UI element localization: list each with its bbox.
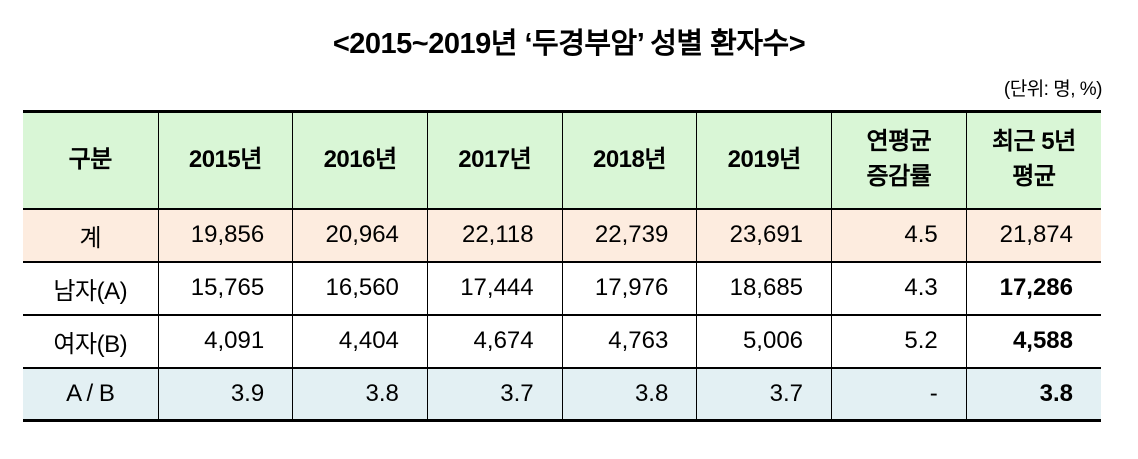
cell-ratio-2016: 3.8 — [292, 367, 428, 421]
cell-female-growth: 5.2 — [831, 314, 967, 368]
cell-female-2016: 4,404 — [292, 314, 428, 368]
cell-total-2019: 23,691 — [696, 208, 832, 262]
cell-female-2019: 5,006 — [696, 314, 832, 368]
row-label-female: 여자(B) — [53, 330, 128, 358]
row-male: 남자(A) 15,765 16,560 17,444 17,976 18,685… — [23, 261, 1101, 315]
cell-total-2017: 22,118 — [426, 208, 563, 262]
page-title: <2015~2019년 ‘두경부암’ 성별 환자수> — [332, 28, 806, 60]
row-ratio: A / B 3.9 3.8 3.7 3.8 3.7 - 3.8 — [23, 367, 1101, 421]
patients-by-gender-table: 구분 2015년 2016년 2017년 2018년 2019년 연평균 증감률… — [23, 110, 1101, 422]
cell-total-2016: 20,964 — [292, 208, 428, 262]
col-header-category: 구분 — [23, 111, 158, 210]
cell-male-2019: 18,685 — [696, 261, 832, 315]
cell-male-5yr-avg: 17,286 — [965, 261, 1101, 315]
cell-ratio-2015: 3.9 — [157, 367, 293, 421]
cell-total-2018: 22,739 — [561, 208, 697, 262]
cell-male-2016: 16,560 — [292, 261, 428, 315]
col-header-2015: 2015년 — [157, 111, 293, 210]
cell-female-2018: 4,763 — [561, 314, 697, 368]
row-label-male: 남자(A) — [53, 277, 128, 305]
row-female: 여자(B) 4,091 4,404 4,674 4,763 5,006 5.2 … — [23, 314, 1101, 368]
cell-female-5yr-avg: 4,588 — [965, 314, 1101, 368]
col-header-2019: 2019년 — [696, 111, 832, 210]
cell-male-2015: 15,765 — [157, 261, 293, 315]
row-total: 계 19,856 20,964 22,118 22,739 23,691 4.5… — [23, 208, 1101, 262]
cell-ratio-5yr-avg: 3.8 — [965, 367, 1101, 421]
cell-ratio-2019: 3.7 — [696, 367, 832, 421]
cell-female-2017: 4,674 — [426, 314, 563, 368]
table-header-row: 구분 2015년 2016년 2017년 2018년 2019년 연평균 증감률… — [23, 111, 1101, 210]
cell-ratio-2018: 3.8 — [561, 367, 697, 421]
cell-total-growth: 4.5 — [831, 208, 967, 262]
row-label-ratio: A / B — [23, 367, 158, 421]
col-header-2018: 2018년 — [561, 111, 697, 210]
cell-ratio-2017: 3.7 — [426, 367, 563, 421]
cell-male-2017: 17,444 — [426, 261, 563, 315]
col-header-recent-5yr-avg: 최근 5년 평균 — [965, 111, 1101, 210]
col-header-2017: 2017년 — [426, 111, 563, 210]
col-header-2016: 2016년 — [292, 111, 428, 210]
cell-total-5yr-avg: 21,874 — [965, 208, 1101, 262]
unit-note: (단위: 명, %) — [1003, 79, 1103, 100]
cell-ratio-growth: - — [831, 367, 967, 421]
cell-total-2015: 19,856 — [157, 208, 293, 262]
cell-male-growth: 4.3 — [831, 261, 967, 315]
row-label-total: 계 — [23, 208, 158, 262]
cell-female-2015: 4,091 — [157, 314, 293, 368]
col-header-annual-avg-growth: 연평균 증감률 — [831, 111, 967, 210]
cell-male-2018: 17,976 — [561, 261, 697, 315]
